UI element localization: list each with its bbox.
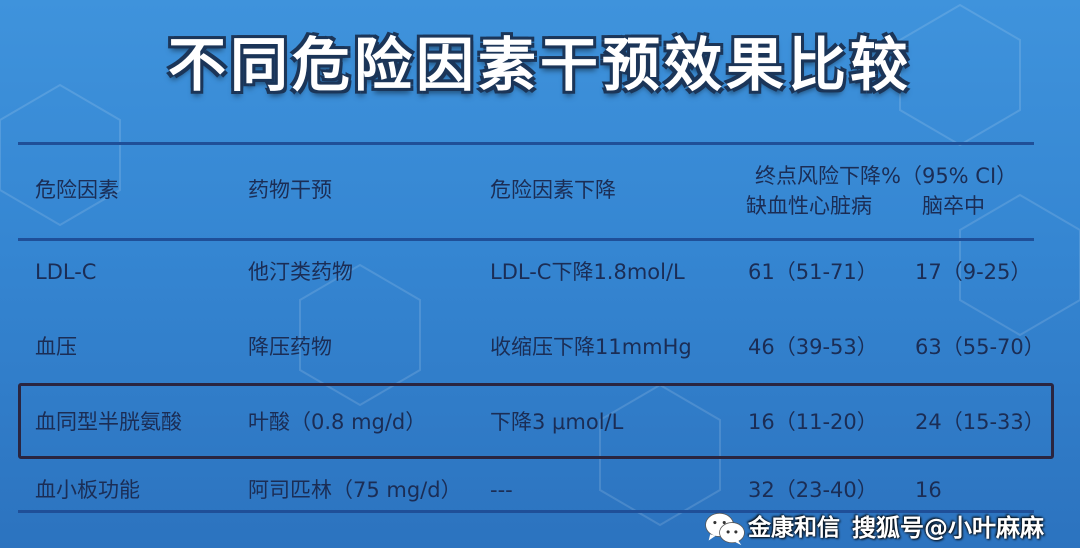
- cell-stroke: 16: [915, 478, 942, 502]
- header-factor: 危险因素: [35, 178, 119, 202]
- cell-drug: 阿司匹林（75 mg/d）: [248, 478, 462, 502]
- cell-drug: 叶酸（0.8 mg/d）: [248, 410, 427, 434]
- cell-reduction: ---: [490, 478, 513, 502]
- cell-reduction: LDL-C下降1.8mol/L: [490, 260, 685, 284]
- header-endpoint: 终点风险下降%（95% CI）: [755, 164, 1018, 188]
- watermark-brand: 金康和信: [748, 515, 840, 541]
- header-rule: [18, 238, 1034, 241]
- header-stroke: 脑卒中: [922, 194, 985, 218]
- cell-ihd: 32（23-40）: [748, 478, 878, 502]
- cell-factor: 血小板功能: [35, 478, 140, 502]
- cell-factor: 血压: [35, 335, 77, 359]
- table-top-rule: [18, 142, 1034, 145]
- table-bottom-rule: [18, 510, 1034, 513]
- cell-drug: 降压药物: [248, 335, 332, 359]
- cell-ihd: 61（51-71）: [748, 260, 878, 284]
- header-ihd: 缺血性心脏病: [746, 194, 872, 218]
- cell-reduction: 下降3 μmol/L: [490, 410, 624, 434]
- wechat-icon: [705, 512, 745, 546]
- cell-stroke: 17（9-25）: [915, 260, 1032, 284]
- cell-stroke: 63（55-70）: [915, 335, 1045, 359]
- cell-stroke: 24（15-33）: [915, 410, 1045, 434]
- cell-drug: 他汀类药物: [248, 260, 353, 284]
- cell-reduction: 收缩压下降11mmHg: [490, 335, 692, 359]
- cell-ihd: 16（11-20）: [748, 410, 878, 434]
- watermark-source: 搜狐号@小叶麻麻: [852, 514, 1044, 542]
- cell-ihd: 46（39-53）: [748, 335, 878, 359]
- cell-factor: 血同型半胱氨酸: [35, 410, 182, 434]
- header-reduction: 危险因素下降: [490, 178, 616, 202]
- cell-factor: LDL-C: [35, 260, 97, 284]
- highlight-box: [18, 383, 1054, 459]
- header-drug: 药物干预: [248, 178, 332, 202]
- slide-title: 不同危险因素干预效果比较: [167, 31, 912, 99]
